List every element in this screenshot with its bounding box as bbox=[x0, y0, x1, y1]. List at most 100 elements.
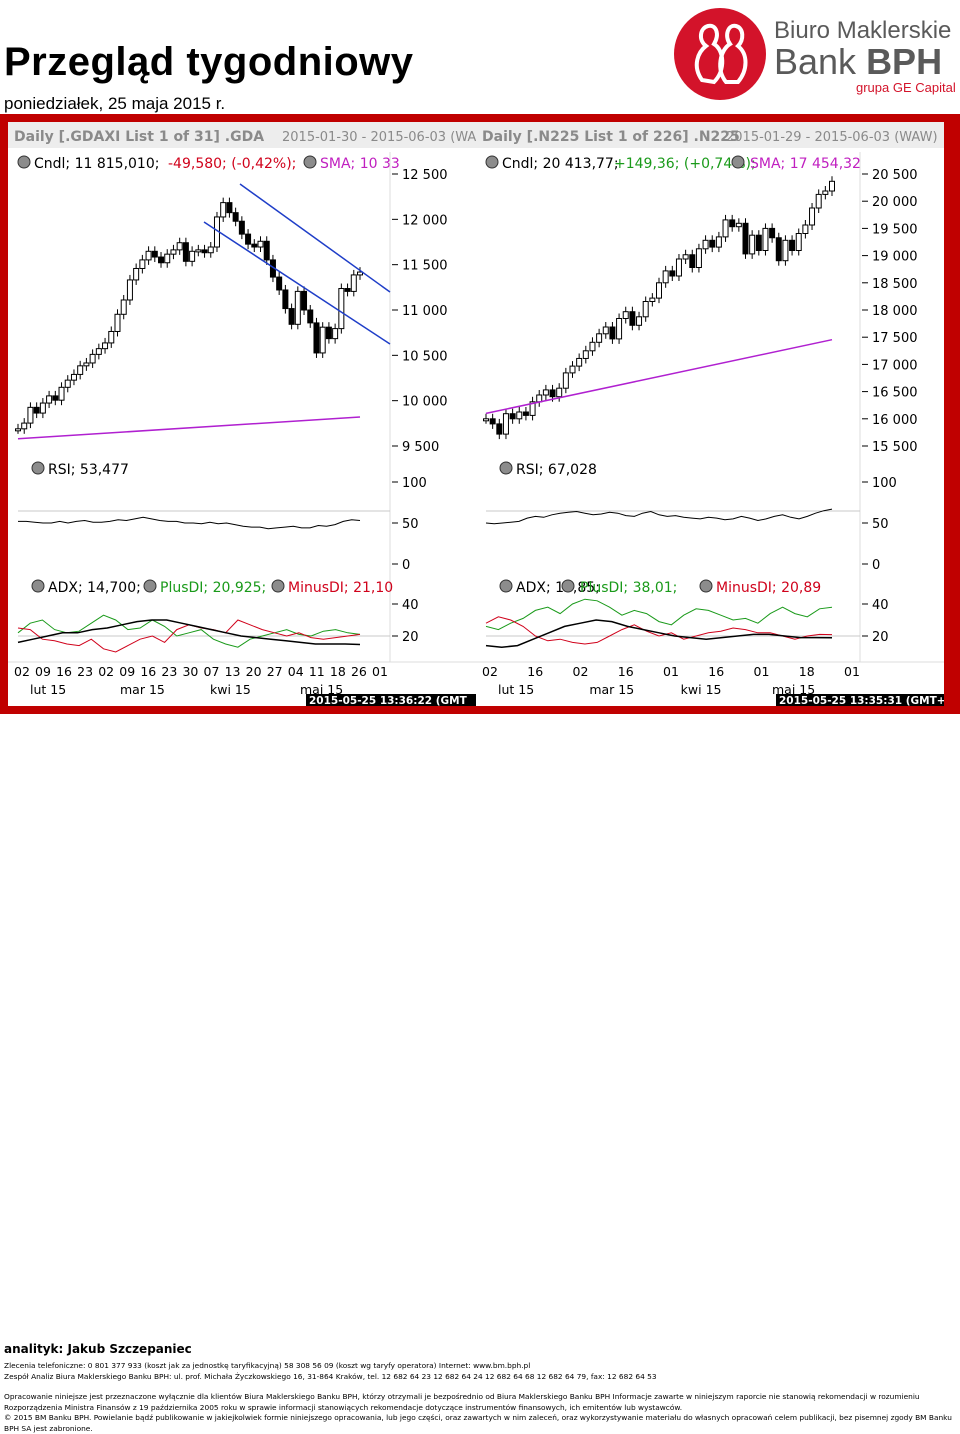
candle-body bbox=[338, 288, 345, 330]
candle-body bbox=[89, 353, 96, 364]
candle-body bbox=[556, 387, 563, 398]
x-tick-day: 18 bbox=[799, 664, 815, 679]
price-tick-label: 18 500 bbox=[872, 277, 918, 292]
candle-body bbox=[52, 395, 59, 401]
footer: analityk: Jakub Szczepaniec Zlecenia tel… bbox=[4, 1342, 956, 1434]
minusdi-bullet-icon bbox=[271, 579, 285, 593]
candle-body bbox=[489, 418, 496, 425]
candle-body bbox=[789, 239, 796, 252]
x-tick-day: 02 bbox=[573, 664, 589, 679]
candle-body bbox=[509, 413, 516, 420]
candle-body bbox=[569, 365, 576, 374]
cndl-bullet-icon bbox=[17, 155, 31, 169]
adx-tick-label: 20 bbox=[402, 630, 419, 645]
x-tick-day: 16 bbox=[618, 664, 634, 679]
copyright: © 2015 BM Banku BPH. Powielanie bądź pub… bbox=[4, 1413, 952, 1433]
page-title: Przegląd tygodniowy bbox=[4, 40, 414, 84]
candle-body bbox=[301, 290, 308, 311]
disclaimer: Opracowanie niniejsze jest przeznaczone … bbox=[4, 1392, 920, 1412]
candle-body bbox=[609, 326, 616, 340]
candle-body bbox=[114, 313, 121, 332]
candle-body bbox=[83, 362, 90, 367]
x-tick-day: 30 bbox=[182, 664, 198, 679]
chart-date-range: 2015-01-30 - 2015-06-03 (WAW bbox=[282, 130, 476, 145]
candle-body bbox=[232, 212, 239, 222]
chart-header-title: Daily [.GDAXI List 1 of 31] .GDA bbox=[14, 129, 264, 145]
candle-body bbox=[189, 250, 196, 262]
x-tick-day: 27 bbox=[267, 664, 283, 679]
adx-tick-label: 40 bbox=[872, 598, 889, 613]
rsi-tick-label: 100 bbox=[872, 476, 897, 491]
rsi-label: RSI; 67,028 bbox=[516, 462, 597, 478]
candle-body bbox=[95, 348, 102, 355]
candle-body bbox=[483, 418, 489, 422]
channel-upper-line bbox=[239, 183, 391, 293]
candle-body bbox=[77, 365, 84, 375]
timestamp-box bbox=[306, 694, 476, 706]
plusdi-line bbox=[17, 614, 361, 648]
candle-body bbox=[120, 299, 127, 315]
candle-body bbox=[33, 406, 40, 414]
candle-body bbox=[596, 333, 603, 343]
candle-body bbox=[27, 406, 34, 424]
price-tick-label: 20 500 bbox=[872, 168, 918, 183]
candle-body bbox=[669, 270, 676, 277]
candle-body bbox=[182, 242, 189, 262]
candle-body bbox=[642, 301, 649, 318]
candle-body bbox=[288, 308, 295, 325]
x-tick-month: lut 15 bbox=[498, 682, 534, 697]
candle-body bbox=[542, 389, 549, 396]
candle-body bbox=[762, 227, 769, 252]
candle-body bbox=[822, 190, 829, 195]
candle-body bbox=[582, 350, 589, 359]
candle-body bbox=[70, 373, 77, 381]
change-label: -49,580; (-0,42%); bbox=[168, 156, 296, 172]
candle-body bbox=[319, 326, 326, 354]
price-tick-label: 19 000 bbox=[872, 250, 918, 265]
logo-line1: Biuro Maklerskie bbox=[774, 17, 951, 44]
candle-body bbox=[145, 250, 152, 261]
timestamp-label: 2015-05-25 13:36:22 (GMT bbox=[309, 695, 468, 706]
candle-body bbox=[158, 256, 165, 264]
candle-body bbox=[715, 236, 722, 248]
rsi-tick-label: 0 bbox=[872, 558, 880, 573]
change-label: +149,36; (+0,74%); bbox=[614, 156, 756, 172]
x-tick-day: 23 bbox=[161, 664, 177, 679]
x-tick-day: 16 bbox=[56, 664, 72, 679]
minusdi-label: MinusDI; 21,10 bbox=[288, 580, 393, 596]
x-tick-day: 01 bbox=[754, 664, 770, 679]
candle-body bbox=[769, 227, 776, 239]
logo-line3: grupa GE Capital bbox=[856, 80, 956, 95]
candle-body bbox=[307, 309, 314, 324]
candle-body bbox=[294, 290, 301, 325]
adx-label: ADX; 18,85; bbox=[516, 580, 600, 596]
x-tick-day: 11 bbox=[309, 664, 325, 679]
logo-figure-right bbox=[718, 23, 748, 84]
adx-bullet-icon bbox=[31, 579, 45, 593]
candle-body bbox=[245, 233, 252, 245]
candle-body bbox=[133, 267, 140, 281]
candle-body bbox=[656, 282, 662, 299]
sma-label: SMA; 17 454,32 bbox=[750, 156, 861, 172]
candle-body bbox=[649, 297, 656, 303]
candle-body bbox=[662, 270, 669, 284]
bank-bph-logo: Biuro Maklerskie Bank BPH grupa GE Capit… bbox=[674, 8, 956, 100]
adx-bullet-icon bbox=[499, 579, 513, 593]
adx-line bbox=[17, 619, 361, 646]
candle-body bbox=[809, 207, 816, 226]
rsi-tick-label: 0 bbox=[402, 558, 410, 573]
rsi-label: RSI; 53,477 bbox=[48, 462, 129, 478]
candle-body bbox=[689, 254, 696, 268]
candle-body bbox=[682, 254, 689, 260]
x-tick-month: maj 15 bbox=[772, 682, 815, 697]
candle-body bbox=[536, 394, 543, 403]
x-tick-day: 09 bbox=[35, 664, 51, 679]
price-tick-label: 11 500 bbox=[402, 259, 448, 274]
candle-body bbox=[201, 249, 208, 254]
plusdi-line bbox=[485, 598, 833, 631]
adx-tick-label: 40 bbox=[402, 598, 419, 613]
price-tick-label: 20 000 bbox=[872, 195, 918, 210]
x-tick-day: 09 bbox=[119, 664, 135, 679]
sma-label: SMA; 10 33 bbox=[320, 156, 400, 172]
rsi-line bbox=[18, 516, 361, 530]
